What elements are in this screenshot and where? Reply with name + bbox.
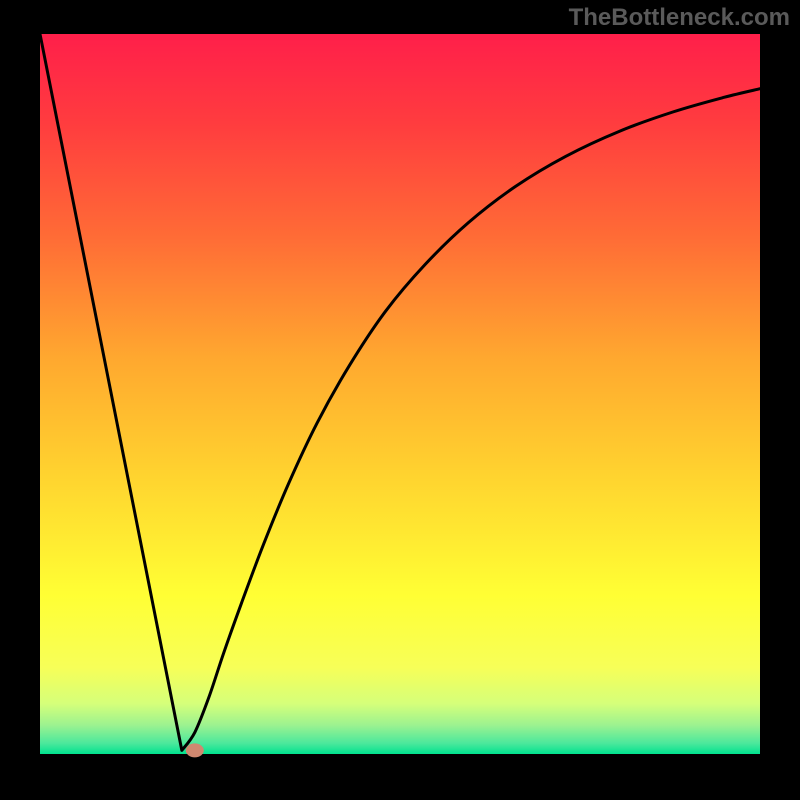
optimal-point-marker (186, 743, 204, 757)
chart-svg (0, 0, 800, 800)
gradient-background (40, 34, 760, 754)
watermark-text: TheBottleneck.com (569, 4, 790, 32)
chart-root: { "watermark": { "text": "TheBottleneck.… (0, 0, 800, 800)
